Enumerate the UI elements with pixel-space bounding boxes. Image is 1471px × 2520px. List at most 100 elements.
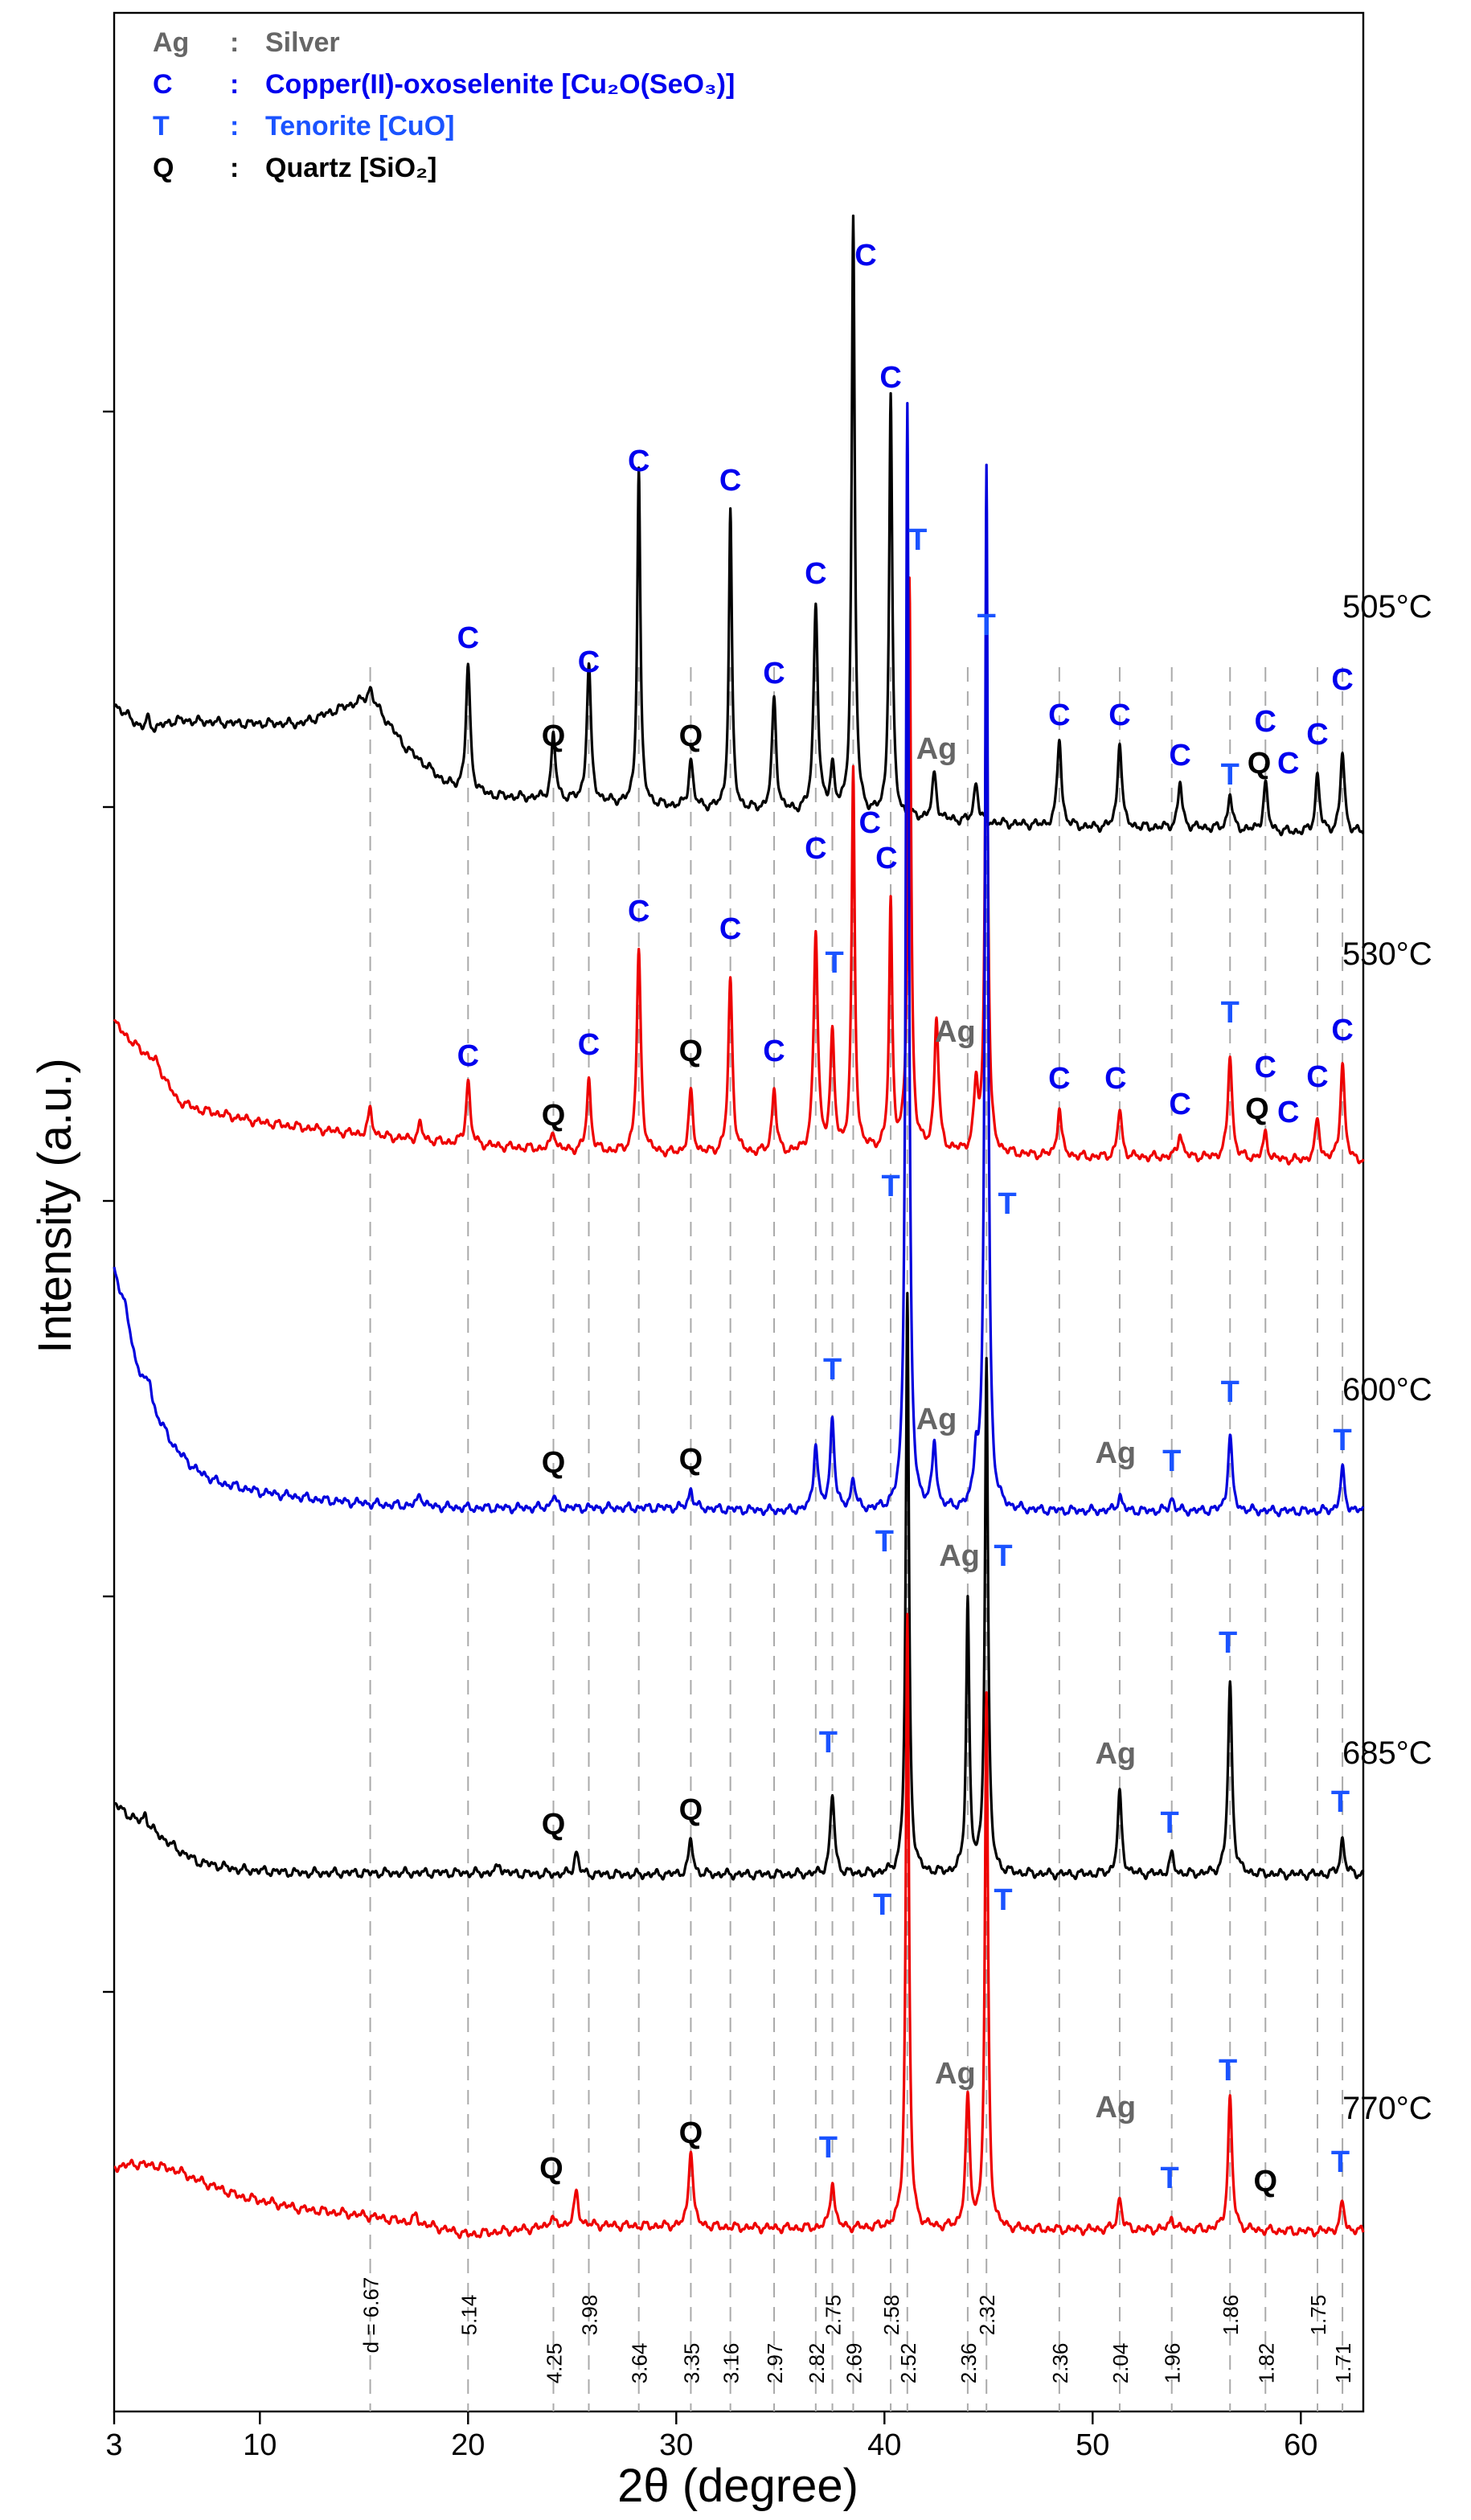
legend-text: Tenorite [CuO] <box>265 111 454 141</box>
legend-separator: : <box>230 69 239 100</box>
peak-label-ag: Ag <box>1095 1436 1136 1470</box>
peak-label-t: T <box>1219 2054 1237 2088</box>
peak-label-c: C <box>1104 1062 1126 1096</box>
peak-label-t: T <box>1221 758 1239 792</box>
d-spacing-label: 1.82 <box>1254 2343 1278 2384</box>
peak-label-c: C <box>1169 739 1190 772</box>
peak-label-t: T <box>819 2131 838 2165</box>
peak-label-t: T <box>998 1187 1017 1221</box>
trace-685c <box>113 1292 1365 1881</box>
peak-label-c: C <box>763 657 785 690</box>
trace-530c <box>113 576 1365 1166</box>
legend-text: Silver <box>265 27 340 58</box>
peak-label-ag: Ag <box>916 732 957 766</box>
legend-separator: : <box>230 153 239 183</box>
legend: Ag: Silver C: Copper(II)-oxoselenite [Cu₂O(… <box>153 27 735 183</box>
peak-label-t: T <box>994 1539 1012 1573</box>
legend-symbol: T <box>153 111 170 141</box>
peak-label-c: C <box>1331 663 1353 697</box>
peak-label-c: C <box>1048 699 1070 732</box>
x-tick-label: 3 <box>105 2428 122 2462</box>
d-spacing-label: 3.98 <box>578 2295 602 2336</box>
temperature-label: 530°C <box>1342 936 1432 972</box>
peak-label-c: C <box>719 912 741 946</box>
x-tick-label: 30 <box>659 2428 693 2462</box>
temperature-label: 685°C <box>1342 1735 1432 1771</box>
temperature-labels: 505°C 530°C 600°C 685°C 770°C <box>1342 589 1432 2126</box>
peak-label-q: Q <box>542 1099 566 1133</box>
temperature-label: 600°C <box>1342 1372 1432 1408</box>
d-spacing-label: 2.58 <box>879 2295 903 2336</box>
y-axis-title: Intensity (a.u.) <box>29 1058 81 1353</box>
temperature-label: 505°C <box>1342 589 1432 625</box>
peak-label-t: T <box>826 946 844 980</box>
peak-label-c: C <box>875 842 897 875</box>
legend-text: Copper(II)-oxoselenite [Cu₂O(SeO₃)] <box>265 69 735 100</box>
peak-label-t: T <box>873 1888 891 1922</box>
d-spacing-label: 4.25 <box>542 2343 566 2384</box>
peak-label-c: C <box>1306 1060 1328 1094</box>
x-axis-ticks: 3 10 20 30 40 50 60 <box>105 2411 1317 2462</box>
d-spacing-label: 2.04 <box>1108 2343 1133 2384</box>
peak-label-q: Q <box>679 2116 703 2150</box>
legend-separator: : <box>230 27 239 58</box>
d-spacing-label: 1.75 <box>1306 2295 1330 2336</box>
d-spacing-label: 3.64 <box>628 2343 652 2384</box>
peak-label-t: T <box>819 1726 838 1760</box>
d-spacing-label: 1.71 <box>1331 2343 1355 2384</box>
peak-label-q: Q <box>1253 2165 1277 2198</box>
peak-label-t: T <box>994 1883 1012 1917</box>
d-spacing-label: 2.82 <box>805 2343 829 2384</box>
peak-label-ag: Ag <box>935 2057 976 2091</box>
peak-label-t: T <box>1221 1375 1239 1409</box>
peak-label-t: T <box>1162 1444 1181 1478</box>
d-spacing-labels: d = 6.67 5.14 4.25 3.98 3.64 3.35 3.16 2.97 2.82… <box>359 2277 1356 2384</box>
d-spacing-label: 3.35 <box>679 2343 703 2384</box>
peak-label-c: C <box>628 895 649 928</box>
trace-770c <box>113 1612 1365 2239</box>
peak-label-q: Q <box>1248 747 1272 781</box>
temperature-label: 770°C <box>1342 2091 1432 2126</box>
peak-label-q: Q <box>679 1443 703 1477</box>
peak-label-q: Q <box>679 1793 703 1827</box>
peak-label-t: T <box>908 523 927 557</box>
peak-label-t: T <box>1333 1424 1351 1457</box>
legend-symbol: Q <box>153 153 174 183</box>
peak-label-c: C <box>1169 1088 1190 1121</box>
legend-text: Quartz [SiO₂] <box>265 153 436 183</box>
y-axis-ticks <box>103 410 114 1993</box>
legend-separator: : <box>230 111 239 141</box>
d-spacing-label: 2.97 <box>763 2343 787 2384</box>
x-tick-label: 10 <box>243 2428 277 2462</box>
peak-label-q: Q <box>679 719 703 753</box>
peak-label-c: C <box>457 1039 479 1073</box>
plot-frame <box>113 11 1365 2413</box>
peak-label-c: C <box>1048 1062 1070 1096</box>
d-spacing-label: 1.96 <box>1161 2343 1185 2384</box>
peak-label-q: Q <box>539 2152 563 2186</box>
peak-label-c: C <box>1255 1051 1276 1084</box>
peak-label-ag: Ag <box>939 1539 980 1573</box>
x-axis-title: 2θ (degree) <box>617 2460 858 2512</box>
peak-label-q: Q <box>542 1808 566 1842</box>
peak-label-q: Q <box>1245 1092 1269 1126</box>
peak-label-c: C <box>805 832 826 866</box>
peak-label-t: T <box>1331 2145 1350 2179</box>
peak-label-ag: Ag <box>1095 2091 1136 2125</box>
trace-600c <box>113 402 1365 1518</box>
peak-label-c: C <box>1331 1014 1353 1047</box>
d-spacing-label: 3.16 <box>719 2343 744 2384</box>
d-spacing-label: 2.36 <box>957 2343 981 2384</box>
peak-label-c: C <box>805 557 826 591</box>
peak-label-c: C <box>1108 699 1130 732</box>
trace-505c <box>113 214 1365 837</box>
d-spacing-label: 2.69 <box>842 2343 866 2384</box>
d-spacing-label: 1.86 <box>1219 2295 1243 2336</box>
d-spacing-label: 2.75 <box>822 2295 846 2336</box>
peak-label-c: C <box>879 361 901 395</box>
peak-label-c: C <box>628 445 649 478</box>
peak-label-t: T <box>1161 1806 1179 1840</box>
x-tick-label: 40 <box>867 2428 901 2462</box>
